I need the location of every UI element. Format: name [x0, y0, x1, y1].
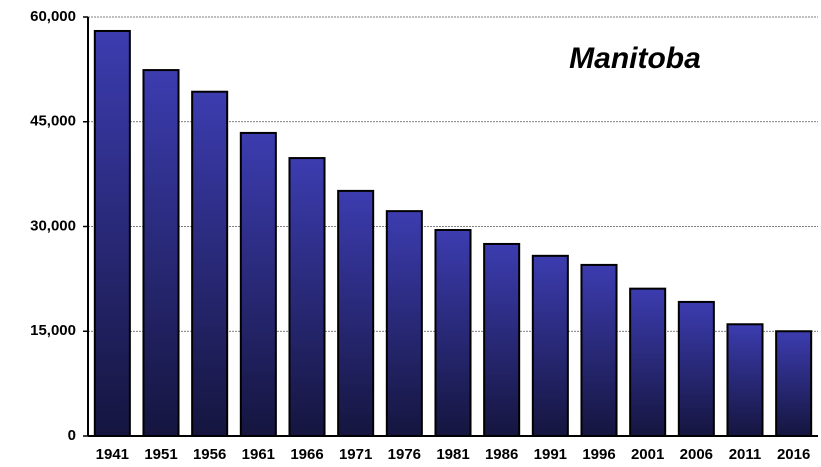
chart-title: Manitoba: [569, 42, 701, 75]
bar: [142, 69, 180, 437]
bar: [434, 228, 472, 437]
x-tick-label: 1951: [144, 446, 177, 463]
x-tick-label: 2006: [680, 446, 713, 463]
bar: [288, 157, 326, 438]
bar: [483, 242, 521, 437]
bar: [775, 330, 813, 437]
x-tick-label: 1981: [436, 446, 469, 463]
x-tick-label: 2001: [631, 446, 664, 463]
x-tick-label: 1971: [339, 446, 372, 463]
x-tick-label: 1986: [485, 446, 518, 463]
bar: [629, 287, 667, 437]
bar: [93, 29, 131, 437]
bar: [726, 323, 764, 437]
y-tick-label: 30,000: [30, 217, 76, 234]
x-tick-label: 1941: [96, 446, 129, 463]
y-tick-label: 45,000: [30, 113, 76, 130]
x-tick-label: 1976: [388, 446, 421, 463]
x-tick-label: 1991: [534, 446, 567, 463]
bar: [337, 189, 375, 437]
x-tick-label: 1956: [193, 446, 226, 463]
bar: [580, 263, 618, 437]
bar: [191, 90, 229, 437]
bar: [385, 210, 423, 437]
x-tick-label: 2011: [729, 446, 762, 463]
x-tick-label: 1996: [582, 446, 615, 463]
x-tick-label: 1966: [290, 446, 323, 463]
bar: [239, 131, 277, 437]
x-tick-label: 2016: [777, 446, 810, 463]
bar: [531, 254, 569, 437]
y-tick-label: 60,000: [30, 8, 76, 25]
bar: [677, 300, 715, 438]
y-tick-label: 0: [68, 427, 76, 444]
y-tick-label: 15,000: [30, 322, 76, 339]
x-tick-label: 1961: [242, 446, 275, 463]
